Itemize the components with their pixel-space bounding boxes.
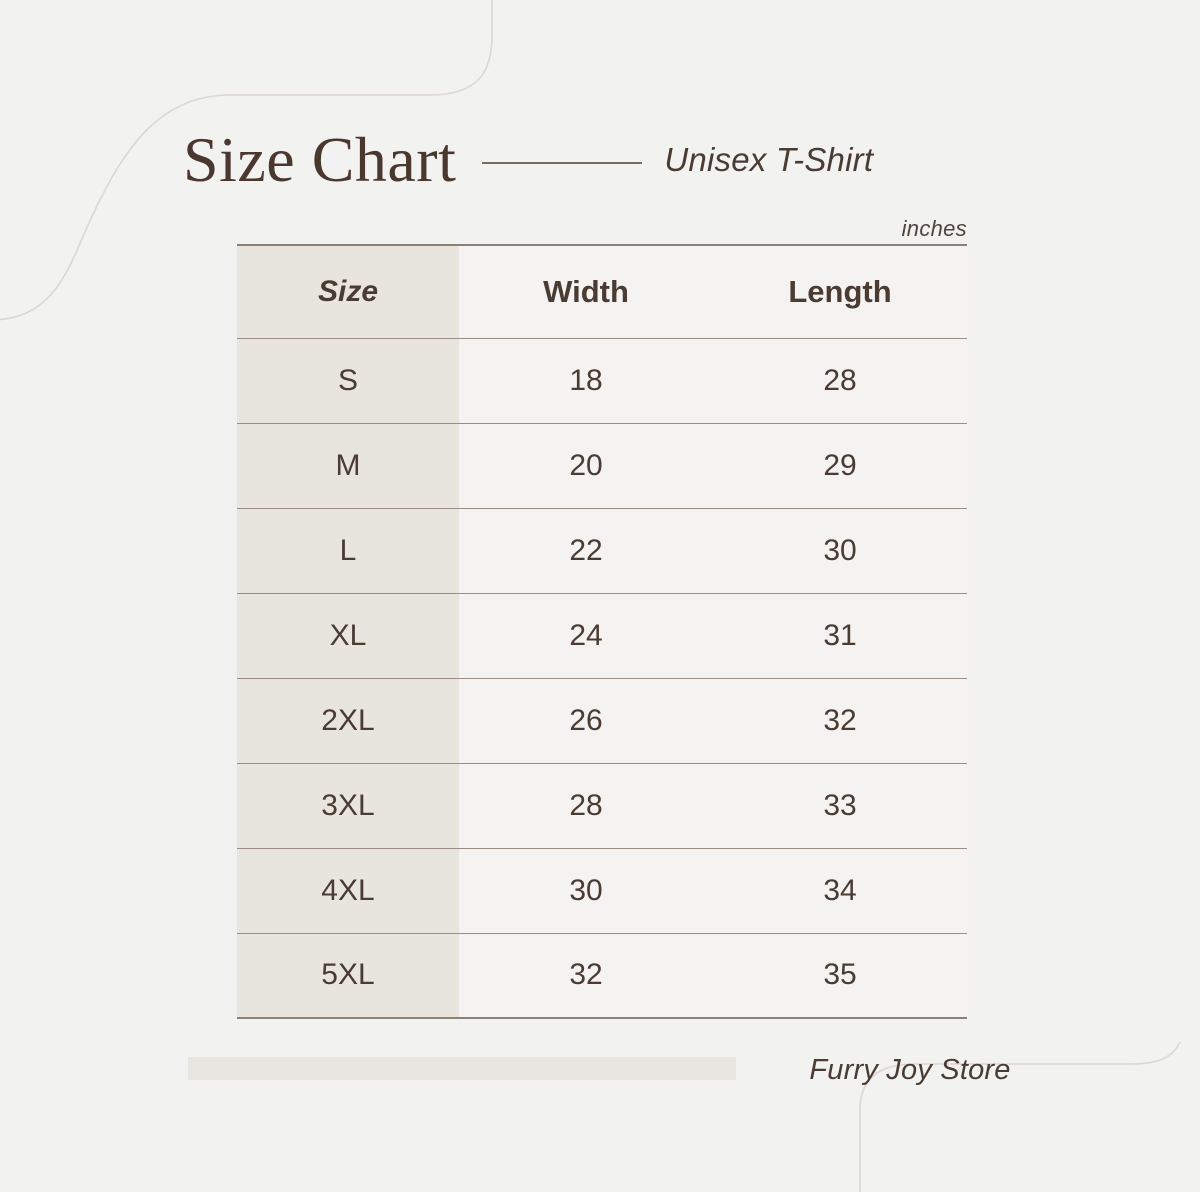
column-header-width: Width [459,244,713,339]
unit-label: inches [901,216,967,241]
table-body: S 18 28 M 20 29 L 22 30 XL 24 31 2XL 26 [237,338,967,1019]
cell-width: 20 [459,423,713,509]
cell-size: 5XL [237,933,459,1019]
column-header-size: Size [237,244,459,339]
cell-length: 28 [713,338,967,424]
cell-size: M [237,423,459,509]
cell-width: 32 [459,933,713,1019]
cell-size: 3XL [237,763,459,849]
cell-length: 29 [713,423,967,509]
cell-length: 34 [713,848,967,934]
table-row: XL 24 31 [237,593,967,679]
store-brand-name: Furry Joy Store [809,1054,1011,1086]
cell-size: 4XL [237,848,459,934]
table-row: L 22 30 [237,508,967,594]
cell-width: 24 [459,593,713,679]
size-chart-table-container: Size Width Length S 18 28 M 20 29 L 22 3… [237,244,967,1019]
table-row: M 20 29 [237,423,967,509]
chart-header: Size Chart Unisex T-Shirt [183,120,1043,200]
cell-width: 18 [459,338,713,424]
size-chart-table: Size Width Length S 18 28 M 20 29 L 22 3… [237,244,967,1019]
title-divider-rule [482,162,643,164]
page-title: Size Chart [183,124,457,195]
cell-size: 2XL [237,678,459,764]
table-row: 5XL 32 35 [237,933,967,1019]
cell-size: L [237,508,459,594]
cell-width: 26 [459,678,713,764]
table-header-row: Size Width Length [237,244,967,339]
table-row: 4XL 30 34 [237,848,967,934]
table-row: S 18 28 [237,338,967,424]
cell-width: 28 [459,763,713,849]
table-row: 3XL 28 33 [237,763,967,849]
cell-length: 30 [713,508,967,594]
cell-size: S [237,338,459,424]
cell-size: XL [237,593,459,679]
cell-length: 33 [713,763,967,849]
table-header: Size Width Length [237,244,967,339]
table-row: 2XL 26 32 [237,678,967,764]
cell-length: 32 [713,678,967,764]
cell-length: 35 [713,933,967,1019]
cell-length: 31 [713,593,967,679]
product-subtitle: Unisex T-Shirt [664,141,874,178]
cell-width: 30 [459,848,713,934]
column-header-length: Length [713,244,967,339]
footer-decorative-bar [188,1057,736,1080]
cell-width: 22 [459,508,713,594]
